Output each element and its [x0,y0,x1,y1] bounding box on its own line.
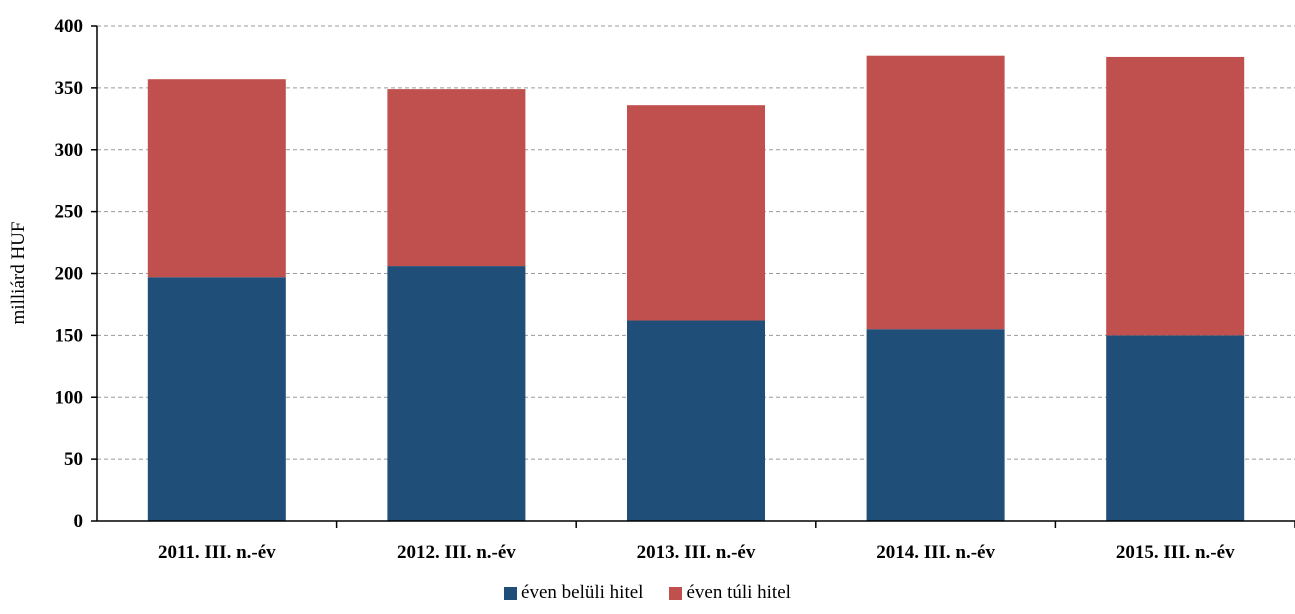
stacked-bar-chart: 0 50 100 150 200 250 300 350 400 2011. III. n.-é… [8,16,1295,563]
y-tick-label: 100 [55,387,84,408]
legend-swatch [669,586,683,600]
y-axis-label: milliárd HUF [8,222,29,325]
bar-over-year [866,55,1005,330]
y-tick-label: 150 [55,325,84,346]
y-tick-label: 300 [55,140,84,161]
axes [91,25,1295,528]
y-tick-label: 0 [74,511,84,532]
bar-within-year [866,329,1005,521]
y-tick-label: 350 [55,78,84,99]
bars [147,55,1245,521]
bar-within-year [627,320,765,521]
x-tick-label: 2014. III. n.-év [876,542,995,563]
x-tick-labels: 2011. III. n.-év 2012. III. n.-év 2013. II… [158,542,1235,563]
bar-within-year [1106,335,1245,521]
bar-over-year [627,105,765,321]
x-tick-label: 2013. III. n.-év [637,542,756,563]
y-tick-label: 50 [64,449,83,470]
x-tick-label: 2015. III. n.-év [1116,542,1235,563]
x-tick-label: 2011. III. n.-év [158,542,276,563]
legend-label: éven belüli hitel [521,582,644,603]
y-tick-label: 250 [55,202,84,223]
bar-over-year [1106,56,1245,336]
y-tick-label: 200 [55,264,84,285]
legend-item: éven túli hitel [669,582,791,604]
bar-over-year [387,89,526,267]
legend-swatch [504,586,518,600]
bar-within-year [147,277,286,521]
legend-label: éven túli hitel [686,582,791,603]
x-tick-label: 2012. III. n.-év [397,542,516,563]
y-tick-labels: 0 50 100 150 200 250 300 350 400 [55,16,84,532]
legend: éven belüli hitel éven túli hitel [0,582,1295,604]
y-tick-label: 400 [55,16,84,37]
bar-over-year [147,79,286,278]
legend-item: éven belüli hitel [504,582,643,604]
bar-within-year [387,266,526,521]
